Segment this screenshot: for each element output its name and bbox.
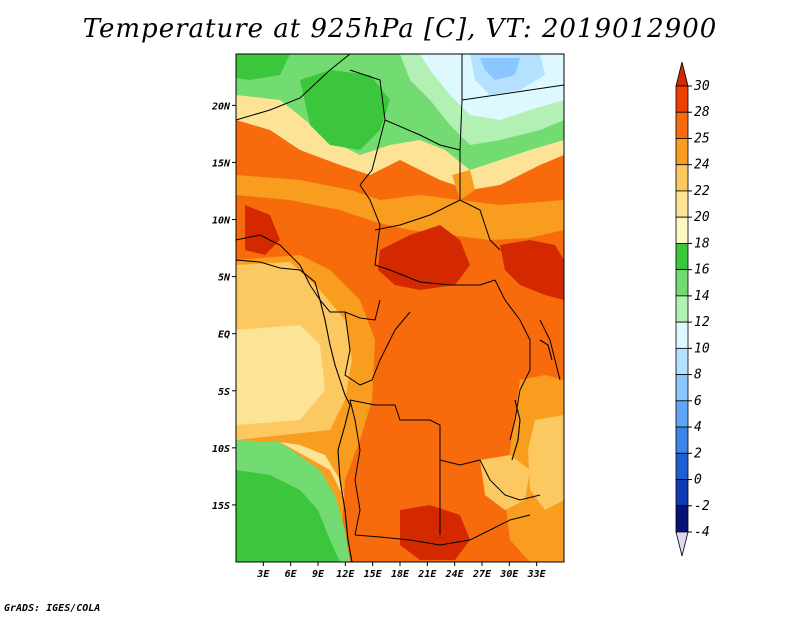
lat-tick-label: 15N [212,158,231,169]
lat-tick-label: 5N [218,273,231,284]
colorbar-label: 24 [694,158,710,173]
colorbar-label: 10 [694,341,710,356]
colorbar-box [675,164,689,192]
temperature-field [236,54,564,562]
colorbar-label: 18 [694,236,710,251]
lon-tick-label: 24E [445,569,465,580]
lon-tick-label: 12E [336,569,355,580]
lat-tick-label: EQ [218,330,230,341]
colorbar-label: 22 [694,184,710,199]
colorbar-box [675,243,689,271]
lat-tick-label: 5S [218,387,230,398]
colorbar-label: 28 [694,105,710,120]
colorbar-bottom-arrow [675,531,689,557]
colorbar-box [675,295,689,323]
colorbar-label: 14 [694,289,710,304]
colorbar-label: 6 [694,394,702,409]
lat-tick-label: 10S [212,444,230,455]
latitude-axis: 20N 15N 10N 5N EQ 5S 10S 15S [211,101,236,512]
colorbar-label: -2 [694,499,710,514]
colorbar-box [675,138,689,166]
colorbar-box [675,479,689,507]
colorbar-label: 2 [694,446,702,461]
colorbar-box [675,426,689,454]
lat-tick-label: 20N [211,101,231,112]
grads-credit: GrADS: IGES/COLA [4,603,101,614]
lon-tick-label: 27E [472,569,492,580]
lon-tick-label: 33E [527,569,547,580]
colorbar-top-arrow [675,61,689,87]
lat-tick-label: 15S [212,501,230,512]
colorbar-label: 8 [694,368,702,383]
colorbar-label: 16 [694,263,710,278]
colorbar-box [675,321,689,349]
colorbar-label: 25 [694,131,710,146]
colorbar-box [675,505,689,533]
colorbar-box [675,374,689,402]
lon-tick-label: 9E [312,569,325,580]
colorbar-label: 20 [694,210,710,225]
country-borders [235,53,565,546]
colorbar-box [675,216,689,244]
lat-tick-label: 10N [212,216,231,227]
colorbar-box [675,85,689,113]
coastline [235,259,553,563]
colorbar-label: 30 [693,79,710,94]
lon-tick-label: 21E [417,569,437,580]
lon-tick-label: 6E [285,569,298,580]
colorbar-label: 4 [694,420,702,435]
colorbar-box [675,269,689,297]
longitude-axis: 3E 6E 9E 12E 15E 18E 21E 24E 27E 30E 33E [256,562,547,580]
colorbar-box [675,452,689,480]
colorbar-box [675,400,689,428]
colorbar-box [675,111,689,139]
lon-tick-label: 30E [499,569,519,580]
lon-tick-label: 18E [391,569,410,580]
chart-title: Temperature at 925hPa [C], VT: 201901290… [82,14,718,44]
colorbar-label: -4 [694,525,710,540]
colorbar-label: 12 [694,315,710,330]
colorbar-box [675,347,689,375]
colorbar-box [675,190,689,218]
colorbar-label: 0 [694,473,702,488]
lon-tick-label: 3E [256,569,270,580]
lon-tick-label: 15E [364,569,383,580]
